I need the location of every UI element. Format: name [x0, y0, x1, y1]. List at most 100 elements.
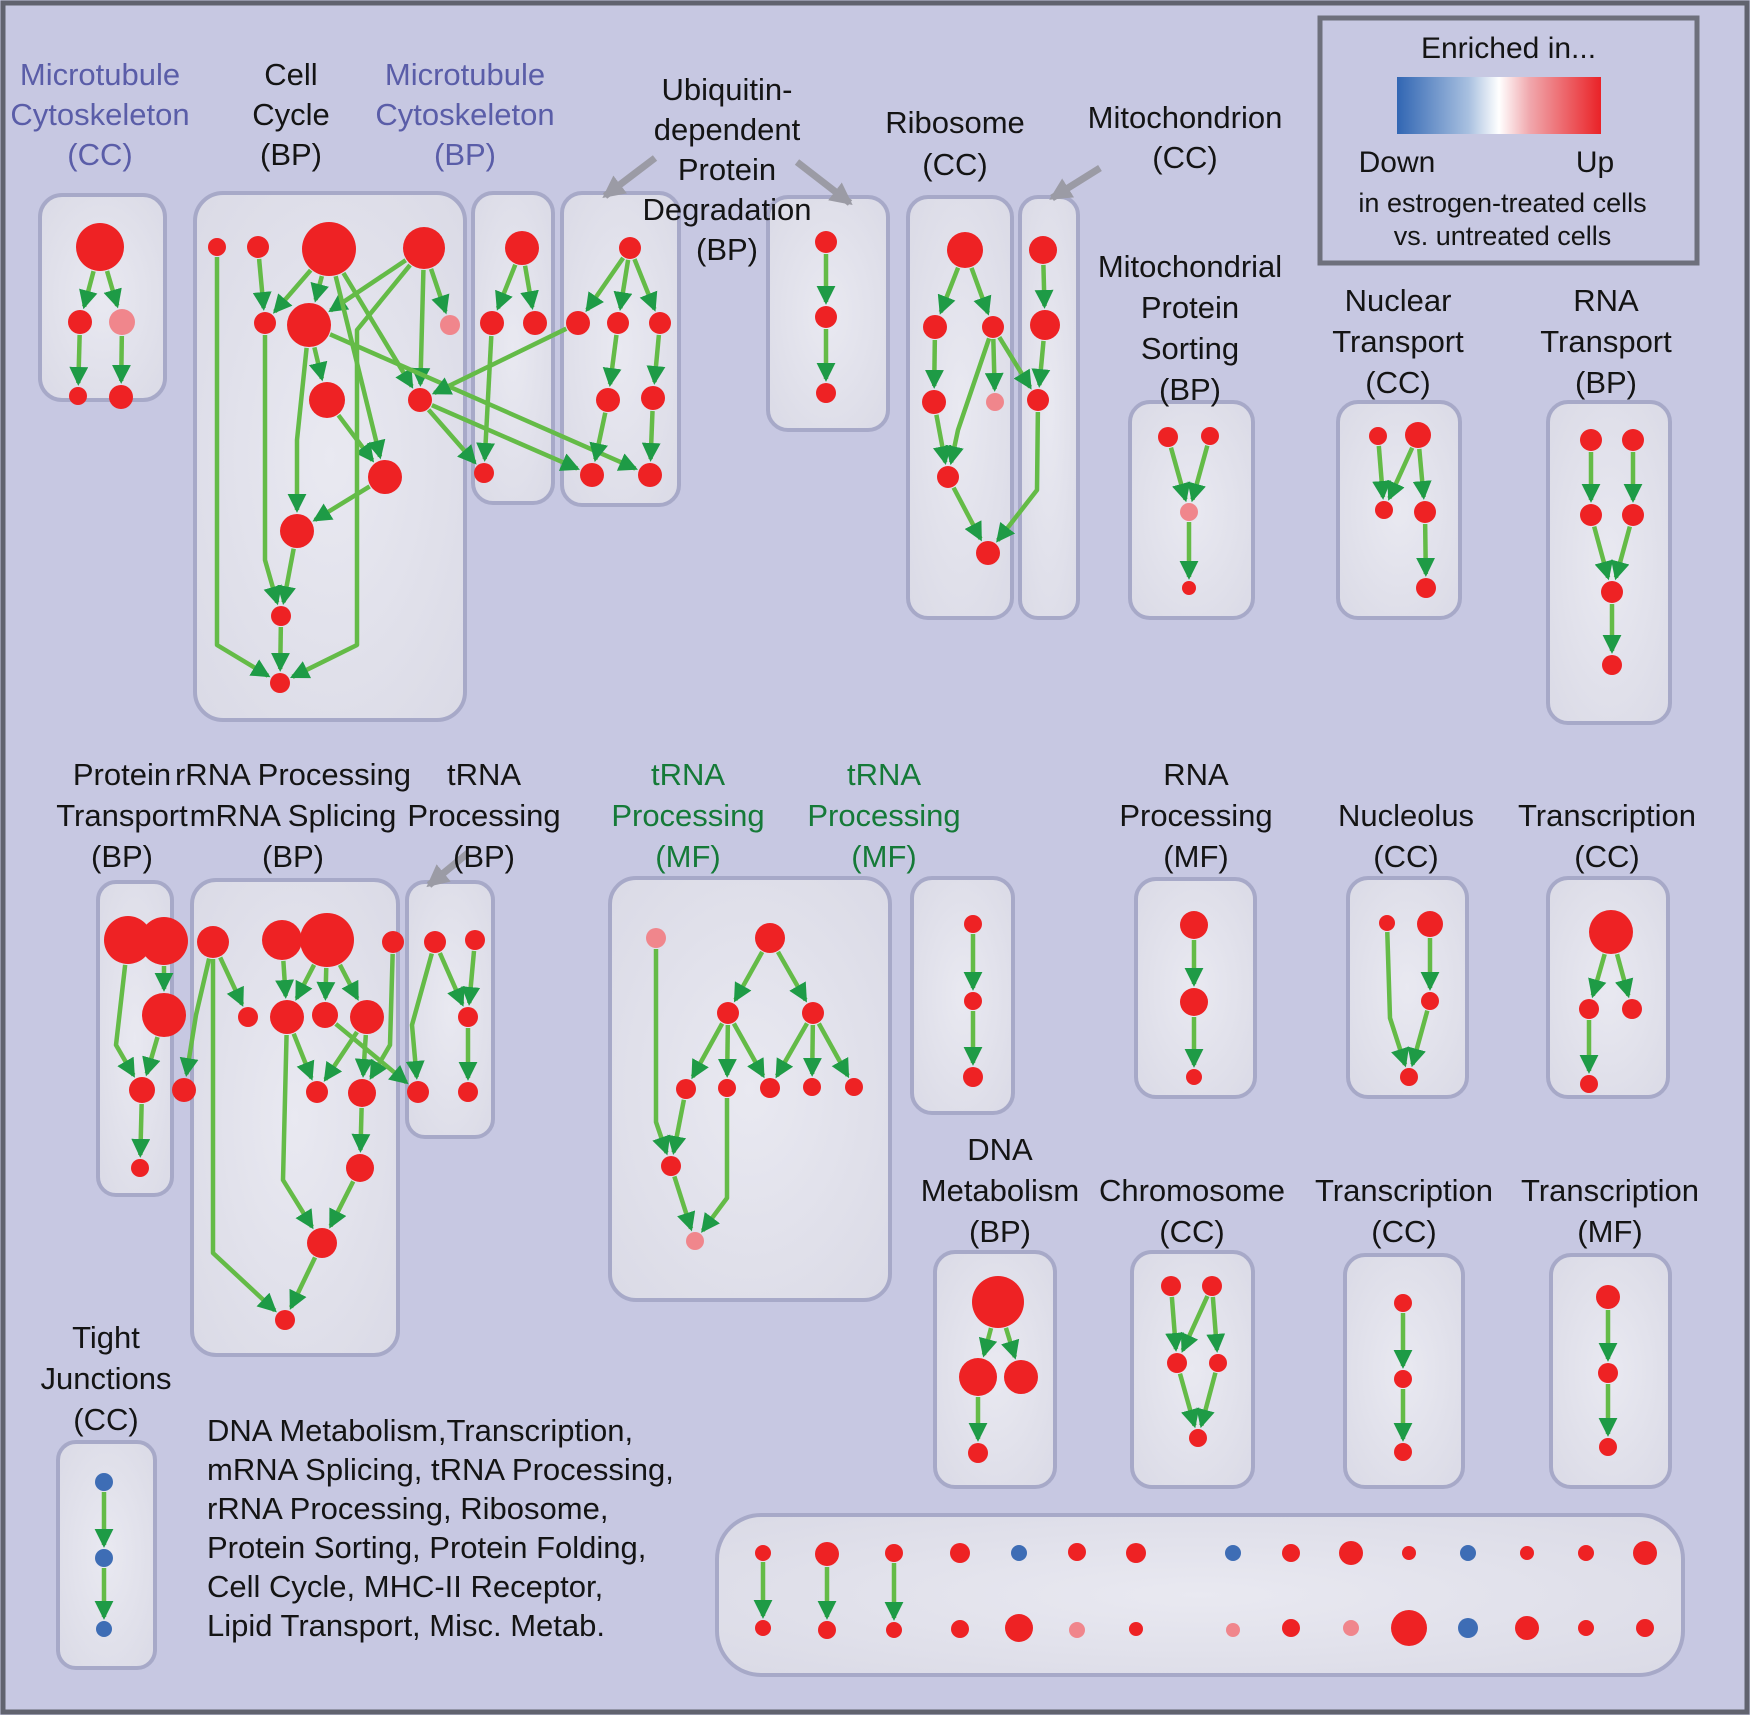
edge-q1-q5	[179, 958, 212, 1078]
node-tj2	[95, 1549, 113, 1567]
node-w3b	[886, 1622, 902, 1638]
node-b1	[619, 237, 641, 259]
node-lc1	[1394, 1294, 1412, 1312]
node-rt2	[1622, 429, 1644, 451]
edge-q4-q11	[369, 953, 395, 1080]
node-rt5	[1601, 581, 1623, 603]
node-w4b	[951, 1620, 969, 1638]
node-b7	[580, 463, 604, 487]
rna-processing-mf-label: RNA Processing (MF)	[1119, 757, 1272, 874]
edge-pt4-pt5	[131, 1103, 151, 1158]
chromosome-box	[1130, 1250, 1255, 1489]
node-b5	[596, 388, 620, 412]
node-c6	[287, 303, 331, 347]
gene-nodes	[68, 222, 1657, 1646]
edge-g4-g7	[775, 1022, 809, 1079]
node-h3	[963, 1067, 983, 1087]
edge-b5-b7	[589, 412, 608, 463]
edge-c10-c11	[312, 484, 371, 522]
microtubule-cc-box	[38, 193, 167, 402]
node-q2	[262, 920, 302, 960]
node-a2	[68, 310, 92, 334]
edge-q1-q14	[210, 959, 277, 1313]
node-q7	[270, 1000, 304, 1034]
node-u1	[505, 231, 539, 265]
edge-c9-b7	[431, 403, 580, 471]
node-r6	[937, 466, 959, 488]
node-tc1	[1589, 910, 1633, 954]
node-t3	[458, 1007, 478, 1027]
cluster-labels: Microtubule Cytoskeleton (CC) Cell Cycle (BP)…	[10, 57, 1699, 1643]
node-w2t	[815, 1542, 839, 1566]
legend: Enriched in... Down Up in estrogen-treated …	[1317, 15, 1700, 266]
edge-b4-b6	[646, 334, 666, 385]
edge-u2-u4	[476, 335, 496, 462]
edge-g1-g10	[652, 949, 671, 1156]
node-r5	[986, 393, 1004, 411]
legend-up-label: Up	[1576, 146, 1614, 179]
edge-q7-q13	[280, 1034, 314, 1230]
node-b2	[566, 311, 590, 335]
edge-g3-g7	[731, 1022, 766, 1079]
tight-junctions-label: Tight Junctions (CC)	[41, 1320, 172, 1437]
edge-m1-m2	[1034, 264, 1054, 309]
edge-q2-q7	[275, 960, 295, 999]
node-r2	[923, 315, 947, 339]
node-lm3	[1599, 1438, 1617, 1456]
node-tc2	[1579, 999, 1599, 1019]
edge-b3-b5	[602, 334, 622, 387]
node-nu3	[1421, 992, 1439, 1010]
node-pt1	[104, 916, 152, 964]
node-g6	[718, 1079, 736, 1097]
legend-box	[1317, 15, 1700, 266]
edge-c3-c5	[272, 268, 313, 314]
edge-t1-t3	[437, 952, 465, 1007]
node-h2	[964, 992, 982, 1010]
node-g7	[760, 1078, 780, 1098]
node-w3t	[885, 1544, 903, 1562]
node-w1b	[755, 1620, 771, 1636]
mito-protein-sorting-label: Mitochondrial Protein Sorting (BP)	[1098, 249, 1282, 407]
edge-r1-r2	[937, 266, 961, 315]
node-qp2	[1180, 988, 1208, 1016]
trna-bp-label: tRNA Processing (BP)	[407, 757, 560, 874]
node-w13t	[1520, 1546, 1534, 1560]
edge-s2-s3	[1187, 445, 1210, 503]
node-q10	[306, 1081, 328, 1103]
node-c4	[403, 227, 445, 269]
node-s4	[1182, 581, 1196, 595]
node-ch2	[1202, 1276, 1222, 1296]
node-nu2	[1417, 911, 1443, 937]
node-w8t	[1225, 1545, 1241, 1561]
transcription-mf-label: Transcription (MF)	[1521, 1173, 1699, 1249]
edge-g6-g11	[700, 1098, 730, 1233]
edge-m3-r7	[996, 411, 1041, 543]
edge-nu1-nu4	[1385, 931, 1410, 1068]
node-nu1	[1379, 915, 1395, 931]
node-q13	[307, 1228, 337, 1258]
edge-q8-t4	[334, 1022, 409, 1085]
node-b4	[649, 312, 671, 334]
node-p1	[815, 231, 837, 253]
node-s2	[1201, 427, 1219, 445]
transcription-cc-box	[1546, 876, 1670, 1099]
edge-r6-r7	[951, 486, 983, 542]
node-w11t	[1402, 1546, 1416, 1560]
edge-u1-u3	[520, 265, 539, 311]
node-rt3	[1580, 504, 1602, 526]
node-g1	[646, 928, 666, 948]
legend-down-label: Down	[1359, 146, 1436, 179]
edge-arrows	[69, 254, 1643, 1621]
edge-a3-a5	[111, 335, 131, 384]
node-c12	[271, 606, 291, 626]
edge-u1-u2	[495, 263, 518, 311]
node-pt2	[140, 917, 188, 965]
node-t4	[407, 1081, 429, 1103]
edge-b1-b4	[632, 258, 658, 312]
chromosome-label: Chromosome (CC)	[1099, 1173, 1285, 1249]
node-r3	[982, 316, 1004, 338]
node-q1	[197, 926, 229, 958]
edge-rt3-rt5	[1591, 525, 1613, 581]
